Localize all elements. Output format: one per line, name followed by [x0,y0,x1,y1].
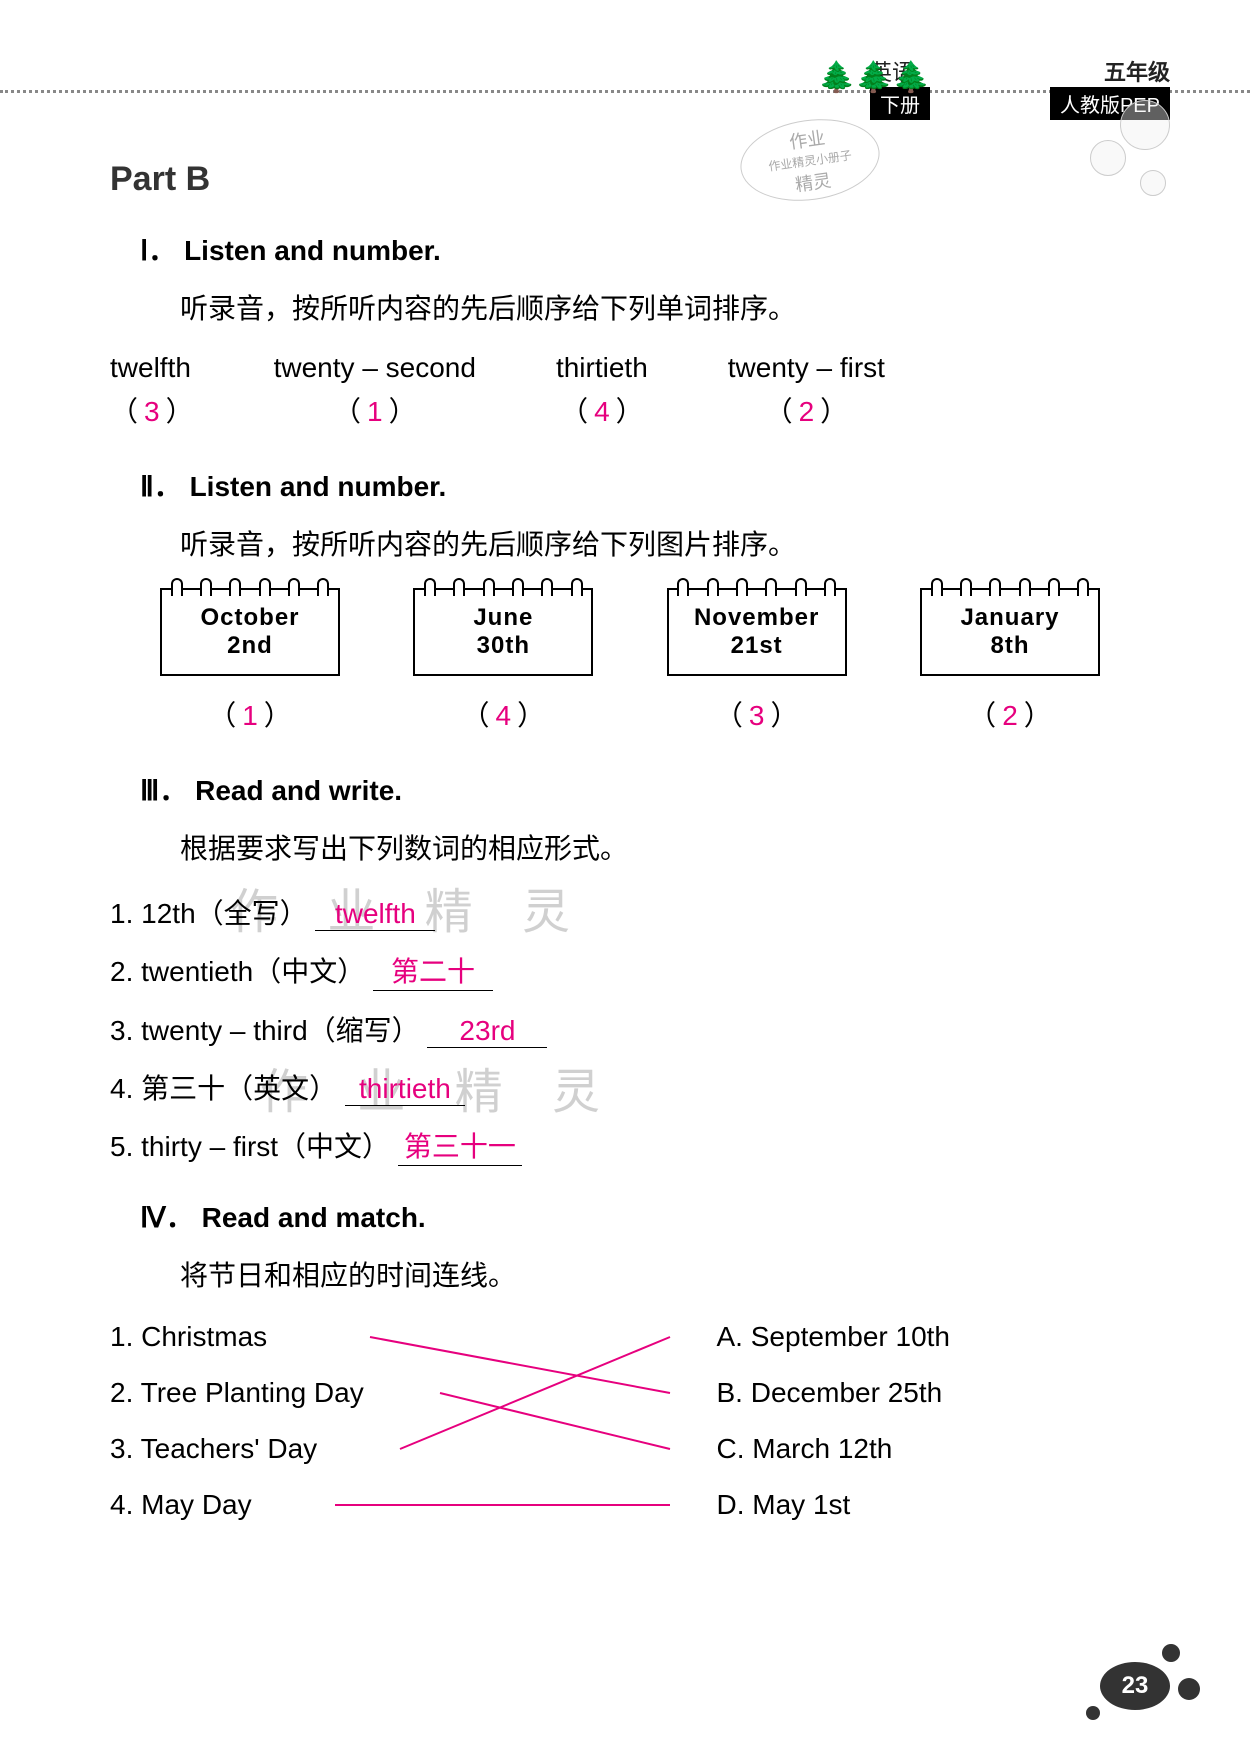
ex1-answer: （1） [274,390,476,430]
section-num: Ⅳ [140,1203,166,1234]
ex3-question: thirty – first（中文） [141,1131,390,1162]
card-answer: （3） [667,694,847,734]
ex1-word: twelfth [110,352,194,384]
ex1-answer: （4） [556,390,648,430]
match-left-item: 1. Christmas [110,1319,364,1355]
section-4-sub: 将节日和相应的时间连线。 [180,1254,1130,1294]
ex3-item: 2. twentieth（中文） 第二十 [110,950,1130,991]
ex1-item: twenty – first （2） [728,352,885,430]
card-answer: （1） [160,694,340,734]
card-answer: （4） [413,694,593,734]
ex1-item: thirtieth （4） [556,352,648,430]
ex3-item: 1. 12th（全写） twelfth [110,892,1130,932]
card-answer: （2） [920,694,1100,734]
ex3-question: twentieth（中文） [141,956,365,987]
match-right-col: A. September 10th B. December 25th C. Ma… [717,1319,951,1523]
match-left-item: 4. May Day [110,1487,364,1523]
section-1-head: Ⅰ． Listen and number. [140,229,1130,269]
ex3-item: 4. 第三十（英文） thirtieth [110,1067,1130,1107]
section-2-sub: 听录音，按所听内容的先后顺序给下列图片排序。 [180,523,1130,563]
ex3-num: 4. [110,1073,133,1104]
match-right-item: B. December 25th [717,1375,951,1411]
ex3-answer: 第二十 [373,950,493,991]
ex1-item: twelfth （3） [110,352,194,430]
date-card: November 21st [667,588,847,676]
page-content: Part B Ⅰ． Listen and number. 听录音，按所听内容的先… [110,160,1130,1523]
section-num: Ⅱ [140,472,154,503]
match-left-item: 3. Teachers' Day [110,1431,364,1467]
ex3-item: 3. twenty – third（缩写） 23rd [110,1009,1130,1049]
match-right-item: C. March 12th [717,1431,951,1467]
ex3-answer: twelfth [315,898,435,931]
card-day: 2nd [162,632,338,660]
card-day: 21st [669,632,845,660]
card-day: 8th [922,632,1098,660]
card-month: January [922,604,1098,632]
date-card: June 30th [413,588,593,676]
ex1-answer: （2） [728,390,885,430]
section-title: Read and match. [202,1202,426,1233]
ex1-row: twelfth （3） twenty – second （1） thirtiet… [110,352,1130,430]
ex1-answer: （3） [110,390,194,430]
match-right-item: D. May 1st [717,1487,951,1523]
card-month: October [162,604,338,632]
ex3-num: 1. [110,898,133,929]
section-1-sub: 听录音，按所听内容的先后顺序给下列单词排序。 [180,287,1130,327]
paw-dot [1178,1678,1200,1700]
page-number: 23 [1100,1662,1170,1710]
ex1-word: thirtieth [556,352,648,384]
section-title: Listen and number. [190,471,447,502]
paw-dot [1086,1706,1100,1720]
ex3-num: 2. [110,956,133,987]
ex3-answer: 第三十一 [398,1125,522,1166]
date-card: October 2nd [160,588,340,676]
section-3-head: Ⅲ． Read and write. [140,769,1130,809]
ex3-question: 第三十（英文） [141,1073,337,1104]
match-left-item: 2. Tree Planting Day [110,1375,364,1411]
date-card: January 8th [920,588,1100,676]
section-num: Ⅲ [140,776,159,807]
ex3-num: 3. [110,1015,133,1046]
ex3-num: 5. [110,1131,133,1162]
ex1-item: twenty – second （1） [274,352,476,430]
match-left-col: 1. Christmas 2. Tree Planting Day 3. Tea… [110,1319,364,1523]
ex3-answer: thirtieth [345,1073,465,1106]
section-4-head: Ⅳ． Read and match. [140,1196,1130,1236]
ex1-word: twenty – first [728,352,885,384]
card-month: June [415,604,591,632]
trees-icon: 🌲🌲🌲 [818,60,930,95]
section-title: Listen and number. [184,235,441,266]
ex3-list: 1. 12th（全写） twelfth 2. twentieth（中文） 第二十… [110,892,1130,1166]
card-answers: （1） （4） （3） （2） [160,694,1100,734]
ex3-question: 12th（全写） [141,898,308,929]
match-exercise: 1. Christmas 2. Tree Planting Day 3. Tea… [110,1319,1130,1523]
ex3-item: 5. thirty – first（中文） 第三十一 [110,1125,1130,1166]
header-grade: 五年级 [1104,55,1170,87]
section-3-sub: 根据要求写出下列数词的相应形式。 [180,827,1130,867]
section-2-head: Ⅱ． Listen and number. [140,465,1130,505]
part-title: Part B [110,160,1130,199]
ex3-answer: 23rd [427,1015,547,1048]
cards-row: October 2nd June 30th November 21st Janu… [160,588,1100,676]
ex1-word: twenty – second [274,352,476,384]
card-day: 30th [415,632,591,660]
card-month: November [669,604,845,632]
match-right-item: A. September 10th [717,1319,951,1355]
ex3-question: twenty – third（缩写） [141,1015,420,1046]
paw-dot [1162,1644,1180,1662]
section-title: Read and write. [195,775,402,806]
